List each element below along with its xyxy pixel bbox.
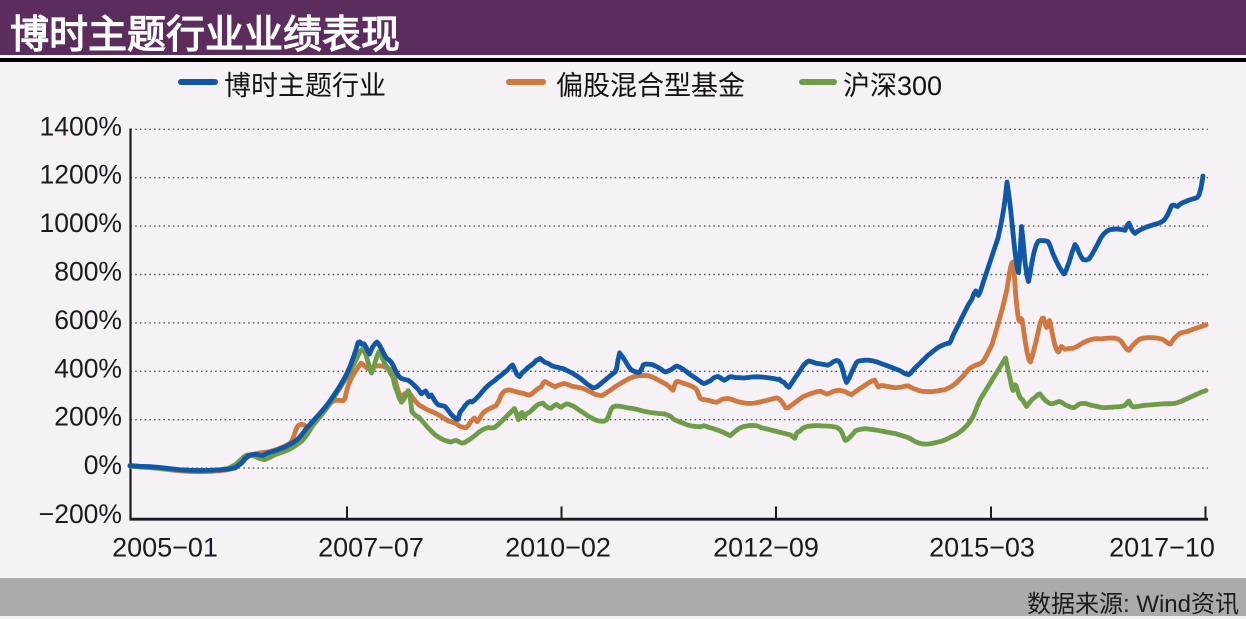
svg-text:2007−07: 2007−07 — [318, 533, 424, 563]
svg-text:2005−01: 2005−01 — [112, 533, 218, 563]
svg-text:400%: 400% — [54, 353, 122, 383]
svg-text:2010−02: 2010−02 — [505, 533, 611, 563]
svg-text:2012−09: 2012−09 — [713, 533, 819, 563]
svg-text:600%: 600% — [54, 305, 122, 335]
svg-text:0%: 0% — [84, 450, 122, 480]
svg-text:−200%: −200% — [39, 499, 122, 529]
svg-text:1400%: 1400% — [39, 111, 122, 141]
svg-text:2017−10: 2017−10 — [1109, 533, 1215, 563]
svg-text:1000%: 1000% — [39, 208, 122, 238]
svg-text:1200%: 1200% — [39, 160, 122, 190]
svg-text:2015−03: 2015−03 — [929, 533, 1035, 563]
svg-text:200%: 200% — [54, 402, 122, 432]
svg-text:800%: 800% — [54, 257, 122, 287]
